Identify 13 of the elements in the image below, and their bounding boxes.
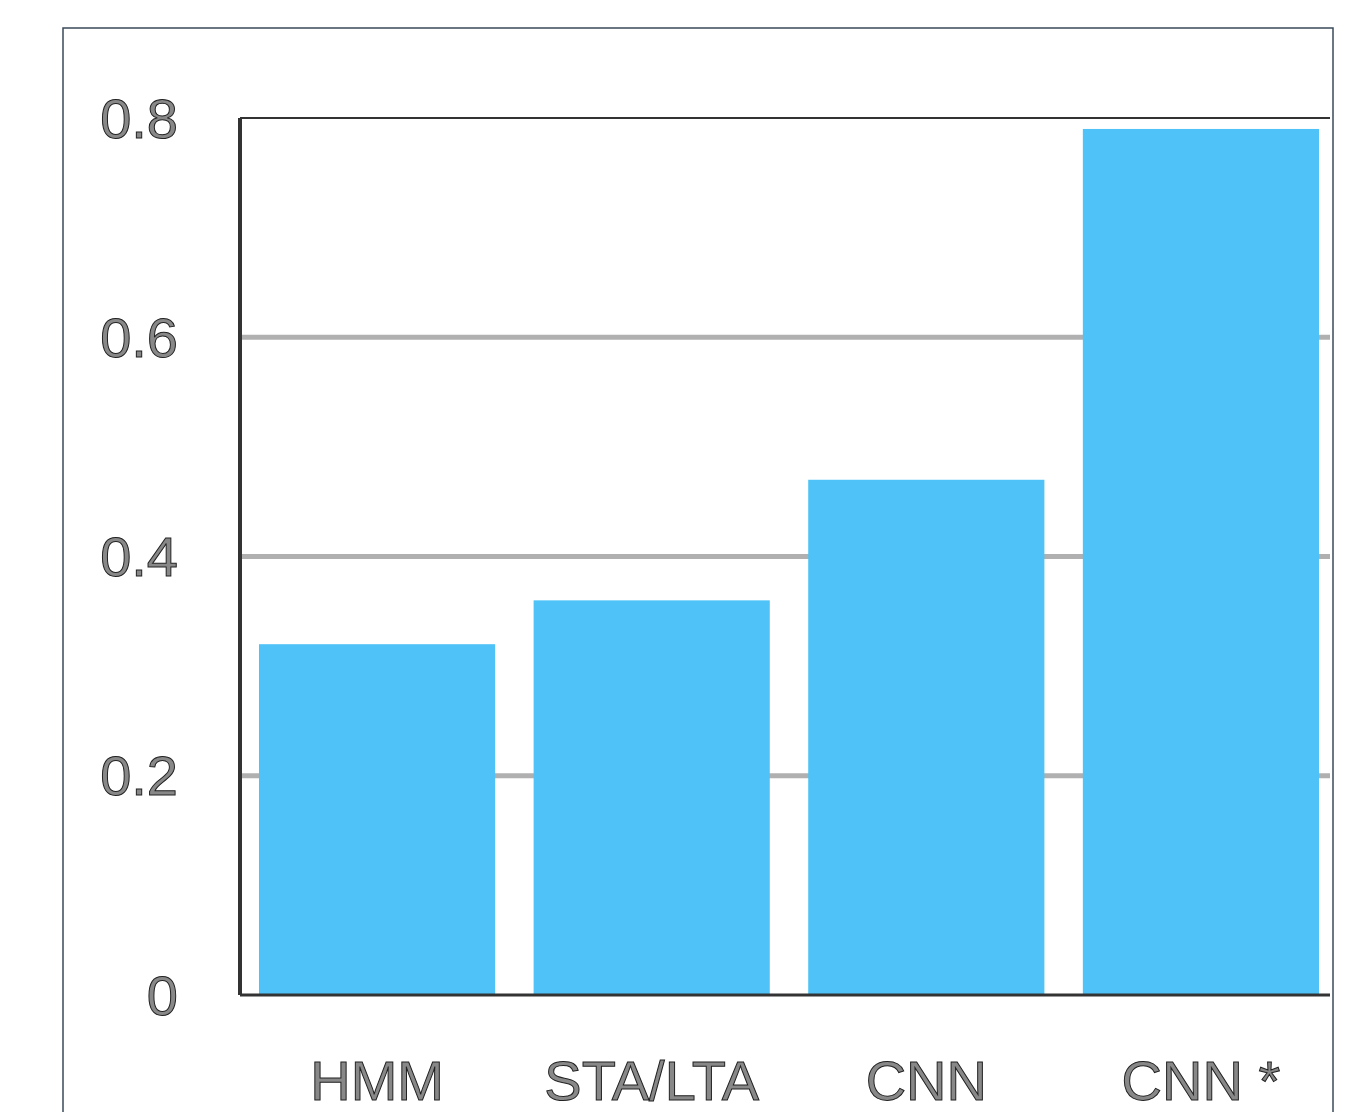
y-tick-label: 0.4: [100, 525, 178, 589]
x-tick-label: HMM: [310, 1049, 444, 1112]
y-tick-label: 0.8: [100, 86, 178, 150]
y-tick-label: 0.2: [100, 744, 178, 808]
bar: [533, 600, 770, 995]
y-tick-label: 0.6: [100, 305, 178, 369]
y-tick-label: 0: [146, 963, 178, 1027]
bar: [258, 644, 496, 995]
x-tick-label: CNN: [865, 1049, 987, 1112]
bar: [808, 479, 1045, 995]
x-tick-label: CNN *: [1121, 1049, 1281, 1112]
bar: [1082, 128, 1320, 995]
x-tick-label: STA/LTA: [544, 1049, 760, 1112]
